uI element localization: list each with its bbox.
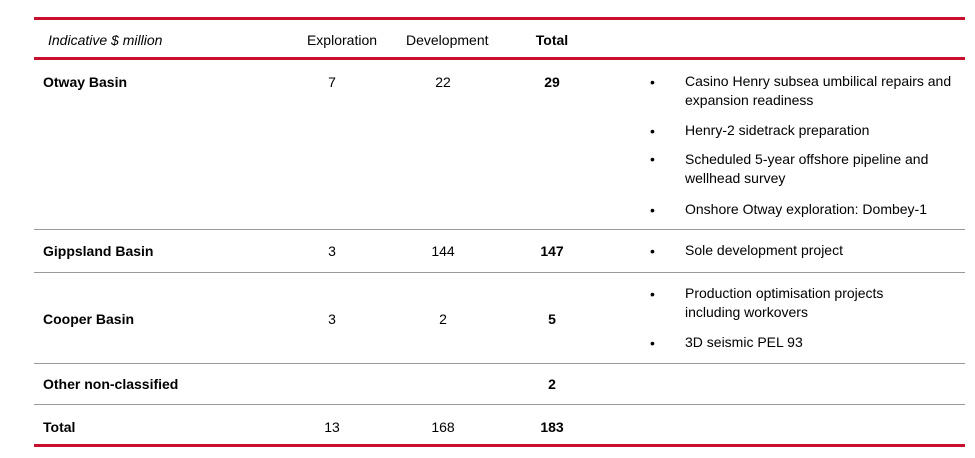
bullet-icon: • xyxy=(650,123,655,139)
note-text: Scheduled 5-year offshore pipeline and w… xyxy=(685,151,929,186)
row-name: Gippsland Basin xyxy=(43,243,154,259)
total-header: Total xyxy=(535,32,569,48)
note-text: Sole development project xyxy=(685,242,843,258)
row-name: Cooper Basin xyxy=(43,311,135,327)
note-text: Onshore Otway exploration: Dombey-1 xyxy=(685,201,927,217)
total-cell: 147 xyxy=(540,243,564,259)
row-name: Total xyxy=(43,419,76,435)
top-rule xyxy=(34,17,965,20)
exploration-cell: 3 xyxy=(328,311,336,327)
note-text: 3D seismic PEL 93 xyxy=(685,334,803,350)
bullet-icon: • xyxy=(650,243,655,259)
row-divider xyxy=(34,404,965,405)
note-text: Henry-2 sidetrack preparation xyxy=(685,122,870,138)
development-cell: 168 xyxy=(431,419,455,435)
bullet-icon: • xyxy=(650,335,655,351)
development-header: Development xyxy=(406,32,489,48)
bullet-icon: • xyxy=(650,202,655,218)
row-name: Otway Basin xyxy=(43,74,128,90)
bullet-icon: • xyxy=(650,286,655,302)
bullet-icon: • xyxy=(650,151,655,167)
header-rule xyxy=(34,57,965,60)
total-cell: 183 xyxy=(540,419,564,435)
units-header: Indicative $ million xyxy=(48,32,163,48)
note-text: Production optimisation projects includi… xyxy=(685,285,884,320)
total-cell: 2 xyxy=(548,376,556,392)
note-text: Casino Henry subsea umbilical repairs an… xyxy=(685,73,952,108)
bullet-icon: • xyxy=(650,74,655,90)
exploration-cell: 3 xyxy=(328,243,336,259)
development-cell: 144 xyxy=(431,243,455,259)
row-divider xyxy=(34,272,965,273)
exploration-cell: 7 xyxy=(328,74,336,90)
total-cell: 29 xyxy=(544,74,560,90)
row-name: Other non-classified xyxy=(43,376,179,392)
bottom-rule xyxy=(34,444,965,447)
development-cell: 22 xyxy=(435,74,451,90)
row-divider xyxy=(34,363,965,364)
exploration-cell: 13 xyxy=(324,419,340,435)
exploration-header: Exploration xyxy=(306,32,378,48)
total-cell: 5 xyxy=(548,311,556,327)
development-cell: 2 xyxy=(439,311,447,327)
row-divider xyxy=(34,229,965,230)
